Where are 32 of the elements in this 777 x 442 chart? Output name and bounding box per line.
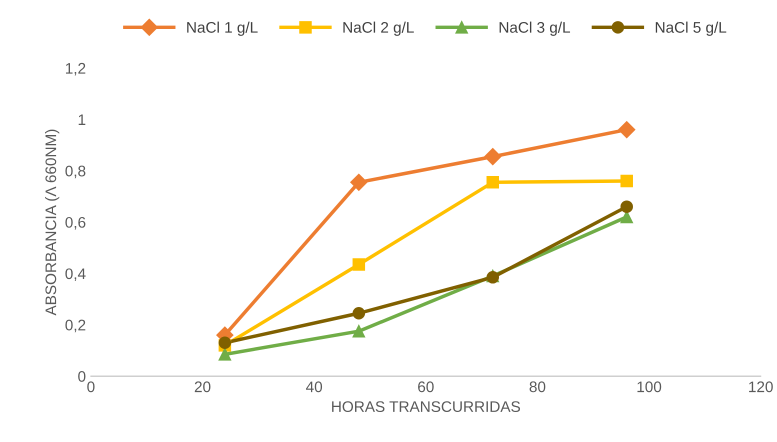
point xyxy=(486,176,500,189)
point xyxy=(352,258,366,271)
y-tick-label: 0,6 xyxy=(65,216,86,230)
point xyxy=(218,348,232,361)
legend-label: NaCl 5 g/L xyxy=(656,22,726,36)
y-tick-label: 1,2 xyxy=(66,62,86,76)
point xyxy=(486,271,500,284)
point xyxy=(350,174,368,191)
legend-label: NaCl 1 g/L xyxy=(187,22,258,36)
y-tick-label: 0,4 xyxy=(65,268,86,281)
x-tick-label: 60 xyxy=(418,381,434,392)
point xyxy=(620,200,633,213)
x-tick-label: 100 xyxy=(637,381,662,392)
point xyxy=(618,121,636,138)
x-tick-label: 120 xyxy=(749,381,773,392)
y-tick-label: 0,2 xyxy=(65,320,86,332)
legend-label: NaCl 2 g/L xyxy=(343,22,414,36)
x-tick-label: 40 xyxy=(306,381,322,392)
point xyxy=(352,324,366,338)
y-tick-label: 0 xyxy=(78,371,86,382)
legend-label: NaCl 3 g/L xyxy=(500,22,570,36)
point xyxy=(352,306,366,320)
y-axis-title: ABSORBANCIA (Λ 660NM) xyxy=(45,130,60,316)
x-tick-label: 80 xyxy=(530,381,546,392)
point xyxy=(484,148,502,166)
x-tick-label: 0 xyxy=(87,381,95,392)
y-tick-label: 0,8 xyxy=(65,166,86,178)
x-tick-label: 20 xyxy=(194,381,210,392)
point xyxy=(620,174,633,188)
point xyxy=(218,336,232,350)
y-tick-label: 1 xyxy=(78,114,86,125)
x-axis-title: HORAS TRANSCURRIDAS xyxy=(332,401,520,412)
